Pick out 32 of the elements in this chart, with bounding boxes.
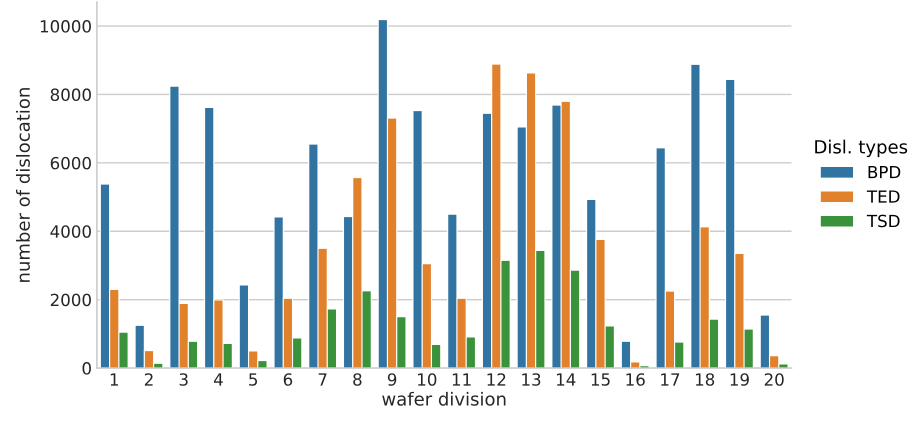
x-tick-label: 7 <box>318 373 327 386</box>
y-axis-title: number of dislocation <box>16 88 30 282</box>
x-tick-label: 14 <box>556 373 576 386</box>
x-tick-label: 5 <box>249 373 258 386</box>
x-tick-label: 12 <box>488 373 506 386</box>
y-tick-label: 10000 <box>40 20 91 33</box>
y-tick-label: 6000 <box>50 156 91 170</box>
x-tick-label: 18 <box>696 373 714 386</box>
x-tick-label: 2 <box>144 373 153 386</box>
x-tick-label: 13 <box>522 373 540 386</box>
legend-label: BPD <box>868 166 900 178</box>
y-tick-label: 8000 <box>50 88 91 102</box>
x-tick-label: 4 <box>214 373 223 386</box>
x-tick-label: 10 <box>418 373 436 386</box>
y-tick-label: 0 <box>82 362 91 375</box>
legend-title: Disl. types <box>815 140 908 158</box>
legend-label: TED <box>866 190 900 203</box>
x-tick-label: 8 <box>353 373 362 386</box>
x-tick-label: 20 <box>764 373 784 386</box>
legend-label: TSD <box>866 214 900 228</box>
y-tick-label: 2000 <box>50 294 91 306</box>
x-tick-label: 19 <box>730 373 749 386</box>
x-tick-label: 1 <box>110 373 118 386</box>
x-tick-label: 15 <box>592 373 610 386</box>
x-tick-label: 17 <box>661 373 680 386</box>
x-tick-label: 9 <box>388 373 396 386</box>
x-tick-label: 6 <box>284 373 292 386</box>
x-tick-label: 3 <box>180 373 188 386</box>
x-tick-label: 16 <box>626 373 645 386</box>
x-axis-title: wafer division <box>382 392 506 406</box>
x-tick-label: 11 <box>452 373 471 386</box>
y-tick-label: 4000 <box>50 225 91 238</box>
